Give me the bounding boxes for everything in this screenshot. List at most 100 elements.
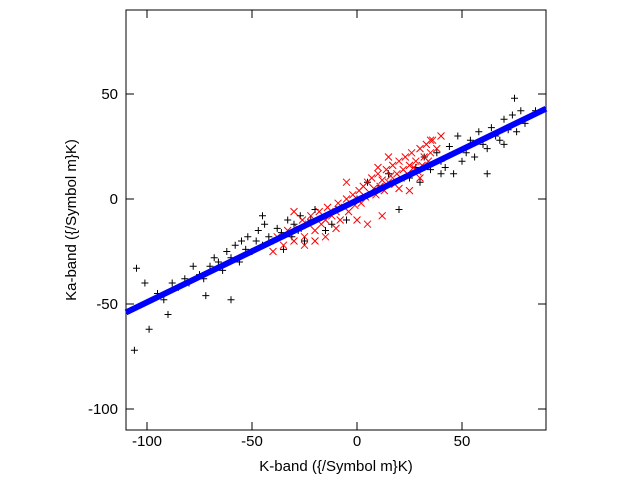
plus-marker xyxy=(454,132,462,140)
plus-marker xyxy=(202,292,210,300)
cross-marker xyxy=(388,161,397,170)
plus-marker xyxy=(343,216,350,224)
plus-marker xyxy=(513,128,521,136)
plus-marker xyxy=(189,262,197,270)
cross-marker xyxy=(437,132,445,140)
cross-marker xyxy=(386,172,395,180)
plus-marker xyxy=(483,145,491,153)
plus-marker xyxy=(500,140,508,148)
cross-marker xyxy=(269,247,277,256)
cross-marker xyxy=(378,176,387,184)
cross-marker xyxy=(306,211,315,220)
plus-marker xyxy=(273,224,281,232)
plus-marker xyxy=(160,296,168,304)
cross-marker xyxy=(300,241,309,250)
plus-marker xyxy=(284,216,292,224)
plus-marker xyxy=(487,124,495,132)
plus-marker xyxy=(290,220,298,228)
plus-marker xyxy=(433,149,441,157)
series-plus-markers xyxy=(130,94,539,354)
plus-marker xyxy=(168,279,176,287)
cross-marker xyxy=(411,157,420,166)
plus-marker xyxy=(450,170,458,178)
plus-marker xyxy=(261,220,269,228)
cross-marker xyxy=(428,136,437,145)
plus-marker xyxy=(328,220,336,228)
cross-marker xyxy=(298,216,307,224)
series-cross-markers xyxy=(269,132,445,256)
cross-marker xyxy=(401,153,410,161)
plus-marker xyxy=(483,170,491,178)
cross-marker xyxy=(323,203,332,212)
plus-marker xyxy=(445,143,453,150)
plus-marker xyxy=(254,227,262,234)
cross-marker xyxy=(374,163,382,172)
cross-marker xyxy=(378,211,387,220)
cross-marker xyxy=(279,241,288,250)
cross-marker xyxy=(311,226,319,235)
cross-marker xyxy=(374,169,382,178)
plus-marker xyxy=(259,212,266,220)
x-axis: -100 -50 0 50 xyxy=(132,10,470,450)
cross-marker xyxy=(426,148,435,157)
y-tick-label: 0 xyxy=(110,191,118,208)
series-fit-line xyxy=(124,106,548,316)
plus-marker xyxy=(210,254,218,262)
plus-marker xyxy=(223,248,231,255)
plus-marker xyxy=(508,111,516,119)
cross-marker xyxy=(432,144,441,153)
cross-marker xyxy=(395,157,403,166)
cross-marker xyxy=(315,207,324,216)
y-tick-label: -50 xyxy=(96,296,118,313)
cross-marker xyxy=(363,220,372,229)
cross-marker xyxy=(311,237,319,245)
y-axis-title: Ka-band ({/Symbol m}K) xyxy=(63,139,80,301)
cross-marker xyxy=(384,153,393,161)
plus-marker xyxy=(130,346,138,354)
cross-marker xyxy=(342,178,351,187)
cross-marker xyxy=(405,161,414,170)
plus-marker xyxy=(244,233,252,241)
cross-marker xyxy=(336,216,345,224)
plus-marker xyxy=(265,233,273,241)
x-axis-title: K-band ({/Symbol m}K) xyxy=(259,458,412,475)
cross-marker xyxy=(290,207,298,216)
x-tick-label: 50 xyxy=(454,433,471,450)
plus-marker xyxy=(133,264,140,272)
plus-marker xyxy=(145,325,153,333)
plus-marker xyxy=(141,279,149,287)
plus-marker xyxy=(437,170,445,178)
cross-marker xyxy=(405,186,414,195)
plus-marker xyxy=(280,245,287,253)
y-axis: -100 -50 0 50 xyxy=(88,86,546,418)
y-tick-label: 50 xyxy=(101,86,118,103)
cross-marker xyxy=(321,232,330,241)
plus-marker xyxy=(227,296,235,304)
cross-marker xyxy=(290,237,298,245)
cross-marker xyxy=(353,216,361,224)
plus-marker xyxy=(517,107,525,115)
plus-marker xyxy=(471,153,479,161)
plus-marker xyxy=(252,237,260,245)
cross-marker xyxy=(407,148,416,157)
y-tick-label: -100 xyxy=(88,401,118,418)
plus-marker xyxy=(441,164,449,171)
cross-marker xyxy=(382,165,391,174)
plus-marker xyxy=(500,115,508,123)
plus-marker xyxy=(322,227,329,234)
plus-marker xyxy=(238,237,245,245)
cross-marker xyxy=(426,136,435,145)
plus-marker xyxy=(416,178,424,186)
plus-marker xyxy=(511,94,518,102)
plus-marker xyxy=(231,241,239,249)
cross-marker xyxy=(300,232,309,241)
plus-marker xyxy=(301,237,308,245)
x-tick-label: -100 xyxy=(132,433,162,450)
cross-marker xyxy=(332,224,340,233)
fit-line xyxy=(124,106,548,316)
plus-marker xyxy=(395,206,403,213)
cross-marker xyxy=(416,174,424,182)
cross-marker xyxy=(416,144,424,153)
cross-marker xyxy=(395,184,403,193)
